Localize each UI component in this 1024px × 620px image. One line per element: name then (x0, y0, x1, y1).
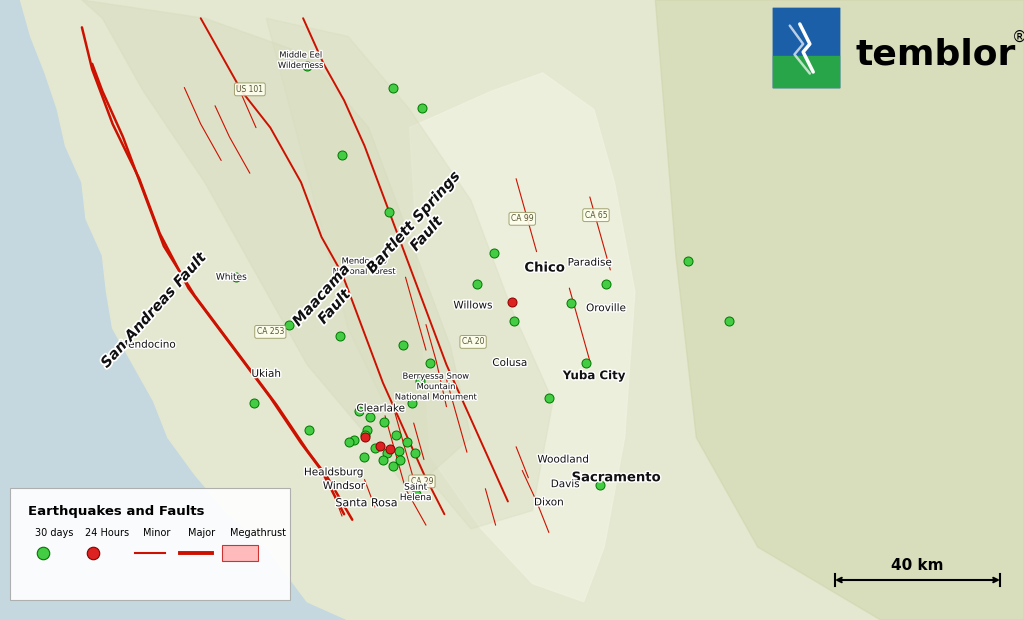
Text: San Andreas Fault: San Andreas Fault (98, 249, 209, 371)
Text: ®: ® (1012, 30, 1024, 45)
Text: Berryessa Snow
Mountain
National Monument: Berryessa Snow Mountain National Monumen… (395, 371, 477, 402)
Text: 30 days: 30 days (35, 528, 74, 538)
Text: Saint
Helena: Saint Helena (399, 482, 432, 502)
Text: Whites: Whites (216, 273, 247, 281)
Text: Clearlake: Clearlake (356, 404, 406, 414)
Text: Minor: Minor (143, 528, 170, 538)
Text: Ukiah: Ukiah (252, 369, 281, 379)
Text: Colusa: Colusa (493, 358, 527, 368)
Text: Mendocino: Mendocino (119, 340, 176, 350)
Text: CA 65: CA 65 (585, 211, 607, 219)
FancyBboxPatch shape (222, 545, 258, 561)
Text: US 101: US 101 (237, 85, 263, 94)
Text: CA 29: CA 29 (411, 477, 433, 486)
Text: Mendocino
National Forest: Mendocino National Forest (333, 257, 396, 276)
Text: CA 20: CA 20 (462, 337, 484, 347)
Text: Davis: Davis (551, 479, 580, 489)
Text: Willows: Willows (454, 301, 493, 311)
Text: temblor: temblor (855, 38, 1016, 72)
Text: Major: Major (188, 528, 215, 538)
Text: Earthquakes and Faults: Earthquakes and Faults (28, 505, 205, 518)
Polygon shape (20, 0, 1024, 620)
Text: CA 253: CA 253 (257, 327, 284, 337)
Text: Santa Rosa: Santa Rosa (335, 498, 398, 508)
Text: Middle Eel
Wilderness: Middle Eel Wilderness (278, 50, 325, 70)
Polygon shape (266, 18, 553, 529)
Text: Dixon: Dixon (534, 497, 564, 507)
Text: Windsor: Windsor (323, 481, 366, 491)
Text: Paradise: Paradise (567, 257, 612, 268)
Text: Megathrust: Megathrust (230, 528, 286, 538)
Polygon shape (410, 73, 635, 602)
Text: 40 km: 40 km (891, 559, 944, 574)
FancyBboxPatch shape (773, 56, 841, 88)
Text: Maacama
Fault: Maacama Fault (290, 261, 366, 340)
Text: Sacramento: Sacramento (571, 471, 662, 484)
Text: Bartlett Springs
Fault: Bartlett Springs Fault (364, 168, 476, 288)
FancyBboxPatch shape (772, 7, 841, 89)
Polygon shape (82, 0, 471, 492)
Text: CA 99: CA 99 (511, 215, 534, 223)
Text: Chico: Chico (524, 262, 565, 275)
Text: Healdsburg: Healdsburg (304, 467, 364, 477)
Text: 24 Hours: 24 Hours (85, 528, 129, 538)
Text: Oroville: Oroville (586, 303, 627, 313)
Text: Yuba City: Yuba City (563, 369, 625, 382)
Text: Woodland: Woodland (538, 454, 589, 464)
FancyBboxPatch shape (10, 488, 290, 600)
Polygon shape (655, 0, 1024, 620)
